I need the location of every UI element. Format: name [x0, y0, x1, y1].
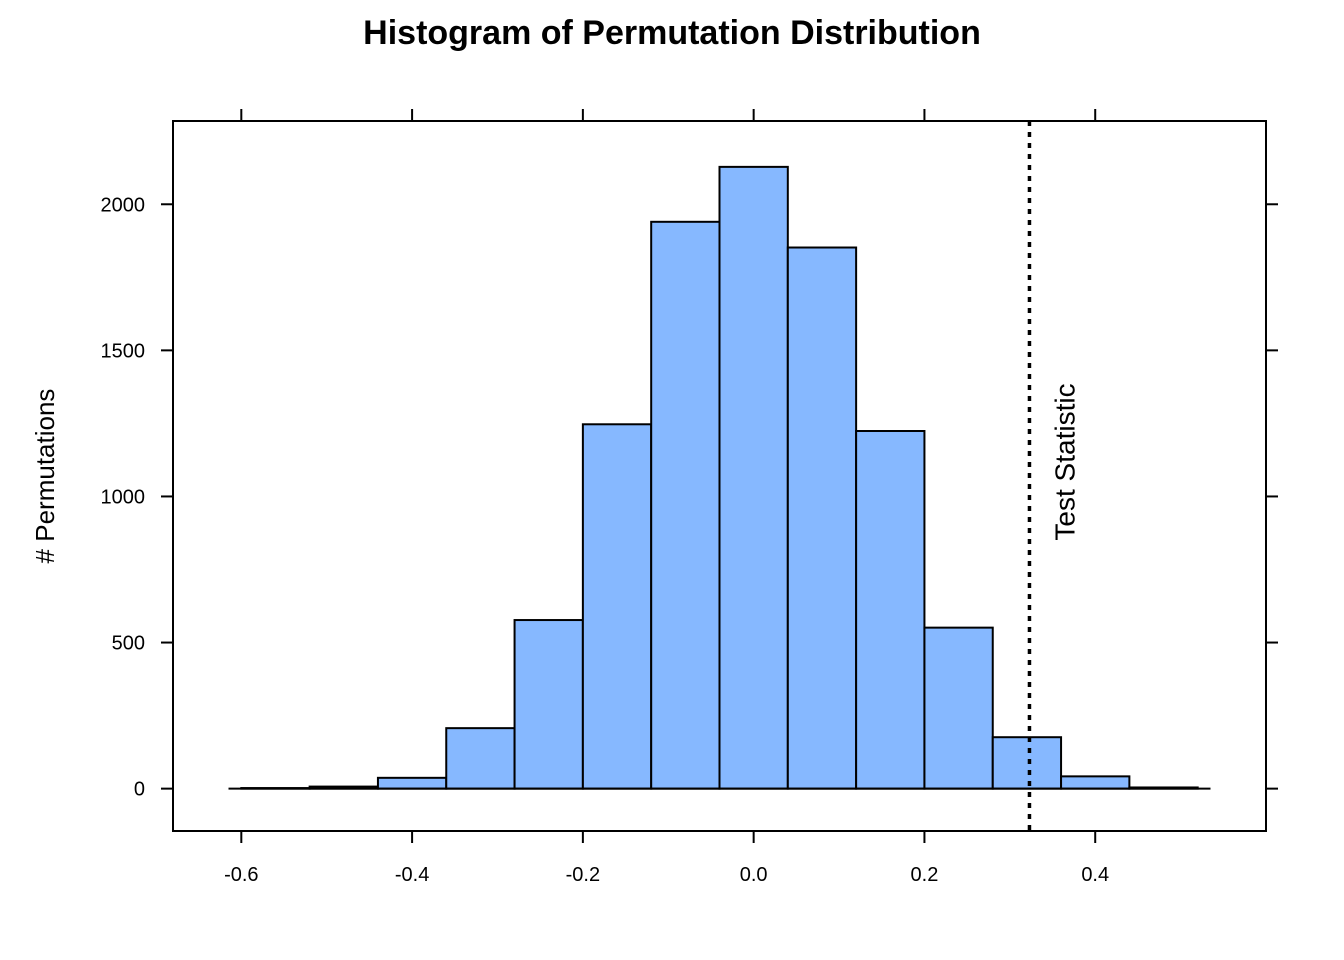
x-tick-label-2: -0.2: [566, 864, 600, 886]
y-tick-label-1: 500: [112, 633, 145, 655]
plot-frame: [172, 120, 1267, 832]
histogram-bar-10: [923, 626, 994, 790]
x-tick-label-0: -0.6: [224, 864, 258, 886]
x-axis: -0.6 -0.4 -0.2 0.0 0.2 0.4: [224, 109, 1109, 886]
y-axis-label: # Permutations: [30, 389, 60, 564]
y-tick-label-3: 1500: [101, 340, 146, 362]
histogram-bars: [240, 165, 1199, 790]
chart-title: Histogram of Permutation Distribution: [363, 14, 981, 52]
test-statistic-label: Test Statistic: [1049, 383, 1080, 540]
histogram-bar-7: [718, 165, 789, 790]
y-axis: 0 500 1000 1500 2000: [101, 194, 1278, 801]
histogram-bar-3: [445, 727, 516, 790]
y-tick-label-0: 0: [134, 779, 145, 801]
x-tick-label-1: -0.4: [395, 864, 429, 886]
histogram-bar-6: [650, 220, 721, 790]
x-tick-label-5: 0.4: [1081, 864, 1109, 886]
histogram-bar-5: [581, 423, 653, 790]
x-tick-label-3: 0.0: [740, 864, 768, 886]
histogram-bar-9: [855, 430, 926, 790]
x-tick-label-4: 0.2: [911, 864, 939, 886]
histogram-bar-2: [376, 776, 448, 790]
histogram-bar-8: [786, 246, 858, 790]
y-tick-label-2: 1000: [101, 486, 146, 508]
histogram-bar-4: [513, 619, 584, 790]
histogram-bar-11: [991, 736, 1063, 790]
histogram-bar-12: [1060, 775, 1131, 790]
y-tick-label-4: 2000: [101, 194, 146, 216]
